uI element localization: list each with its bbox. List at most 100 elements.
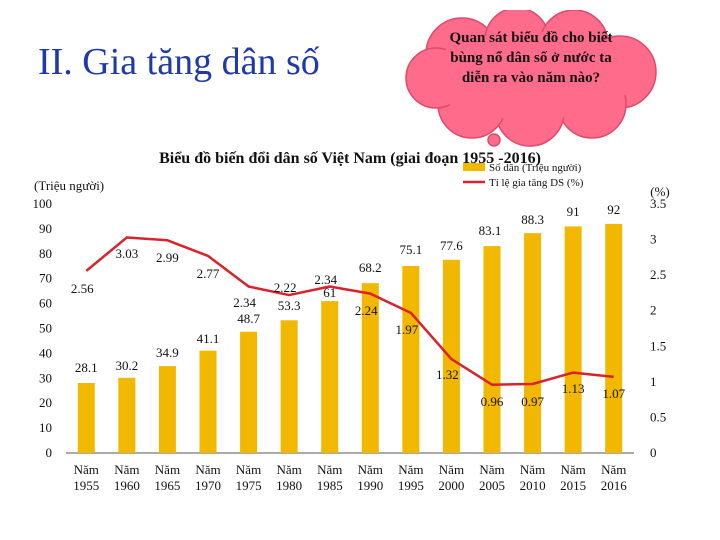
line-data-label: 0.96 (481, 394, 504, 409)
line-data-label: 2.77 (197, 266, 220, 281)
y2-tick-label: 2 (650, 303, 657, 318)
bar-data-label: 28.1 (75, 360, 98, 375)
bar-data-label: 91 (567, 204, 580, 219)
y-tick-label: 0 (46, 445, 53, 460)
x-tick-label: Năm 1965 (154, 462, 180, 493)
line-data-label: 2.34 (233, 295, 256, 310)
bar (199, 350, 217, 453)
y2-tick-label: 0.5 (650, 409, 666, 424)
line-data-label: 3.03 (115, 246, 138, 261)
y2-tick-label: 3 (650, 232, 657, 247)
bar-data-label: 88.3 (521, 212, 544, 227)
bar (605, 223, 623, 453)
x-tick-label-line: 1970 (195, 478, 221, 493)
bar-data-label: 75.1 (399, 242, 422, 257)
line-data-label: 2.22 (274, 280, 297, 295)
x-tick-label-line: 1995 (398, 478, 424, 493)
line-data-label: 2.24 (355, 303, 378, 318)
chart-title: Biểu đồ biến đổi dân số Việt Nam (giai đ… (159, 150, 541, 167)
x-tick-label: Năm 1960 (114, 462, 140, 493)
question-callout: Quan sát biểu đồ cho biết bùng nổ dân số… (392, 10, 670, 148)
x-tick-label: Năm 1980 (276, 462, 302, 493)
left-axis-unit: (Triệu người) (34, 178, 104, 193)
right-axis-unit: (%) (650, 184, 670, 199)
y-tick-label: 30 (39, 370, 52, 385)
x-tick-label: Năm 2010 (520, 462, 546, 493)
bar-data-label: 53.3 (278, 298, 301, 313)
y-tick-label: 70 (39, 271, 52, 286)
bar (321, 301, 339, 453)
line-data-label: 1.97 (395, 322, 418, 337)
bar-data-label: 34.9 (156, 345, 179, 360)
bar-data-label: 48.7 (237, 311, 260, 326)
x-tick-label-line: Năm (520, 462, 545, 477)
legend-label-population: Số dân (Triệu người) (489, 162, 582, 174)
x-tick-label-line: 1965 (154, 478, 180, 493)
bar-data-label: 61 (323, 285, 336, 300)
legend-swatch-bar (463, 163, 485, 171)
x-tick-label-line: 2005 (479, 478, 505, 493)
x-tick-label-line: 2000 (438, 478, 464, 493)
bar (280, 320, 298, 453)
x-tick-label-line: 1975 (236, 478, 262, 493)
x-tick-label-line: Năm (155, 462, 180, 477)
x-tick-label: Năm 1975 (236, 462, 262, 493)
x-tick-label-line: 1990 (357, 478, 383, 493)
x-tick-label: Năm 1985 (317, 462, 343, 493)
x-tick-label-line: Năm (398, 462, 423, 477)
bar (118, 377, 136, 453)
bar-data-label: 30.2 (115, 358, 138, 373)
line-data-label: 2.34 (314, 272, 337, 287)
x-tick-label-line: Năm (277, 462, 302, 477)
line-data-label: 1.07 (602, 386, 625, 401)
x-tick-label-line: Năm (479, 462, 504, 477)
y-tick-label: 60 (39, 296, 52, 311)
x-tick-label-line: 1955 (73, 478, 99, 493)
bar (402, 266, 420, 453)
cloud-shape (405, 10, 657, 147)
line-data-label: 1.32 (436, 367, 459, 382)
y-tick-label: 100 (33, 196, 53, 211)
y2-tick-label: 1.5 (650, 338, 666, 353)
bar (77, 383, 95, 453)
x-tick-label-line: Năm (358, 462, 383, 477)
x-tick-label: Năm 1990 (357, 462, 383, 493)
bar (361, 283, 379, 453)
x-tick-label: Năm 2000 (438, 462, 464, 493)
bar-data-label: 92 (607, 202, 620, 217)
y-tick-label: 40 (39, 345, 52, 360)
y-tick-label: 20 (39, 395, 52, 410)
x-tick-label-line: Năm (439, 462, 464, 477)
bar-data-label: 41.1 (197, 331, 220, 346)
x-tick-label-line: 1985 (317, 478, 343, 493)
page-heading: II. Gia tăng dân số (38, 41, 320, 83)
y-tick-label: 90 (39, 221, 52, 236)
y2-tick-label: 2.5 (650, 267, 666, 282)
bar-data-label: 83.1 (479, 223, 502, 238)
x-tick-label-line: 1960 (114, 478, 140, 493)
x-tick-label-line: 2015 (560, 478, 586, 493)
x-tick-label: Năm 2015 (560, 462, 586, 493)
y-tick-label: 50 (39, 321, 52, 336)
line-data-label: 2.56 (71, 281, 94, 296)
x-tick-label-line: Năm (195, 462, 220, 477)
line-data-label: 1.13 (562, 381, 585, 396)
x-tick-label-line: 2016 (601, 478, 628, 493)
x-tick-label-line: Năm (317, 462, 342, 477)
bar (564, 226, 582, 453)
x-tick-label-line: Năm (236, 462, 261, 477)
bar (240, 331, 258, 453)
x-tick-label: Năm 2005 (479, 462, 505, 493)
x-tick-label-line: 2010 (520, 478, 546, 493)
line-data-label: 0.97 (521, 394, 544, 409)
y-tick-label: 80 (39, 246, 52, 261)
bar (158, 366, 176, 453)
x-tick-label-line: Năm (601, 462, 626, 477)
growth-rate-line (85, 236, 614, 386)
x-tick-label-line: 1980 (276, 478, 302, 493)
bar (442, 259, 460, 453)
y2-tick-label: 3.5 (650, 196, 666, 211)
y2-tick-label: 0 (650, 445, 657, 460)
x-tick-label: Năm 1970 (195, 462, 221, 493)
